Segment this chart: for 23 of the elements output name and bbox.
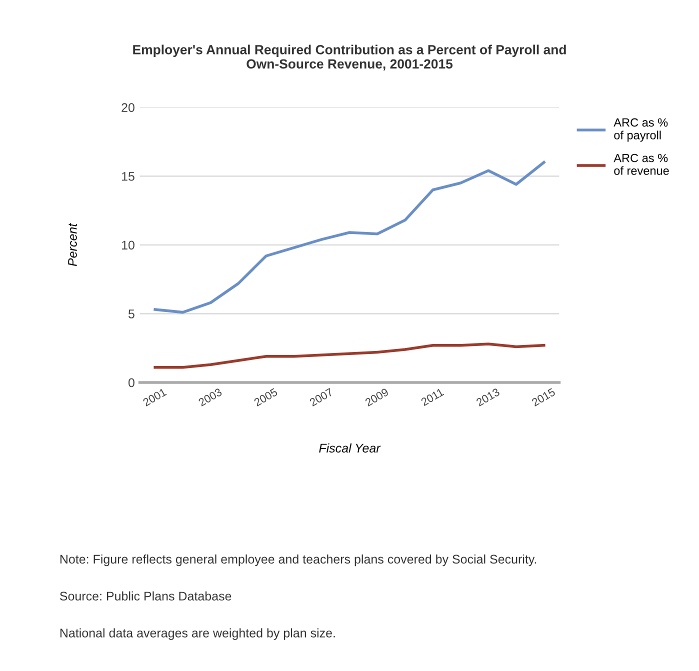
x-tick-label: 2013	[476, 388, 500, 406]
y-tick-label: 5	[128, 310, 134, 318]
legend-label: ARC as % of payroll	[614, 118, 668, 142]
source-note: Source: Public Plans Database	[60, 591, 232, 601]
x-tick-label: 2009	[364, 388, 390, 406]
line-series	[154, 342, 546, 369]
line-series	[154, 160, 546, 314]
y-axis-title: Percent	[68, 222, 77, 266]
x-tick-label: 2005	[254, 388, 278, 406]
chart-title: Employer's Annual Required Contribution as a Percent of Payroll and Own-Source Revenue, 2001-2015	[133, 44, 566, 71]
x-tick-label: 2011	[420, 388, 444, 406]
y-tick-label: 20	[122, 103, 134, 112]
y-tick-label: 0	[128, 378, 134, 388]
y-tick-label: 15	[122, 172, 134, 181]
x-axis-title: Fiscal Year	[319, 443, 381, 453]
y-tick-label: 10	[122, 240, 134, 250]
x-tick-label: 2007	[309, 388, 334, 406]
x-tick-label: 2015	[531, 388, 556, 406]
text: National data averages are weighted by plan size.	[60, 628, 335, 640]
x-tick-label: 2001	[142, 388, 167, 406]
text: Note: Figure reflects general employee and teachers plans covered by Social Security.	[60, 554, 536, 566]
legend-label: ARC as % of revenue	[614, 154, 669, 175]
x-tick-label: 2003	[198, 388, 222, 406]
